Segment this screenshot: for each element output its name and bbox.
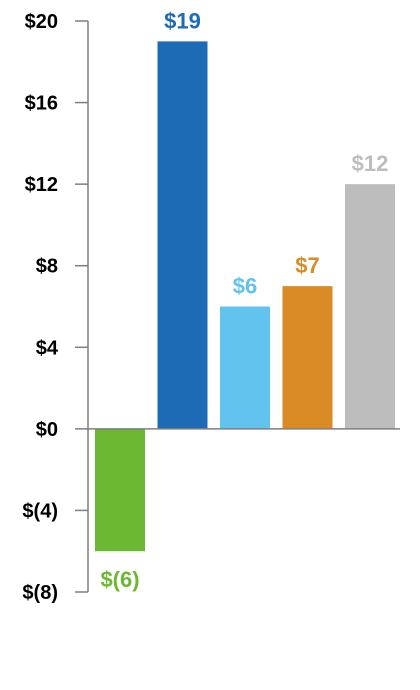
bar-1	[157, 41, 208, 429]
data-label-0: $(6)	[100, 567, 139, 592]
data-label-1: $19	[164, 8, 201, 33]
bar-4	[345, 184, 395, 429]
y-tick-label: $20	[25, 11, 58, 33]
y-tick-label: $0	[36, 419, 58, 441]
y-tick-label: $4	[36, 337, 59, 359]
y-tick-label: $(8)	[22, 582, 58, 604]
data-label-3: $7	[295, 253, 319, 278]
data-label-2: $6	[233, 274, 257, 299]
bar-2	[220, 306, 270, 429]
y-tick-label: $12	[25, 174, 58, 196]
bar-3	[282, 286, 333, 429]
y-tick-label: $16	[25, 93, 58, 115]
bars	[95, 41, 395, 552]
bar-0	[95, 428, 145, 552]
y-tick-label: $8	[36, 256, 58, 278]
data-label-4: $12	[352, 151, 389, 176]
data-labels: $(6) $19 $6 $7 $12	[100, 8, 388, 592]
y-axis: $20 $16 $12 $8 $4 $0 $(4) $(8)	[22, 11, 89, 604]
y-tick-label: $(4)	[22, 500, 58, 522]
